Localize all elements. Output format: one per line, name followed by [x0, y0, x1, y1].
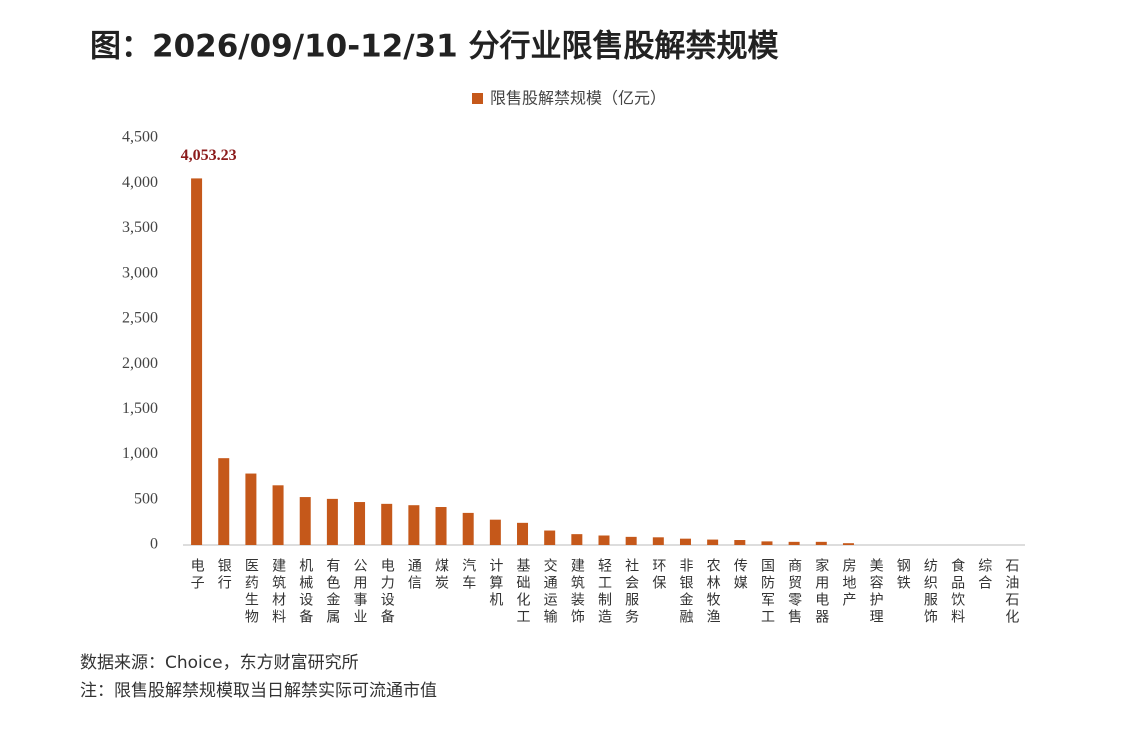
y-tick-label: 500: [134, 490, 158, 507]
y-tick-label: 4,500: [122, 129, 158, 146]
y-tick-label: 0: [150, 536, 158, 553]
legend-swatch: [472, 93, 483, 104]
x-tick-label: 传媒: [732, 558, 748, 592]
bar: [462, 512, 474, 545]
y-tick-label: 1,000: [122, 445, 158, 462]
x-tick-label: 社会服务: [623, 558, 639, 626]
bar: [842, 543, 854, 545]
x-tick-label: 农林牧渔: [705, 558, 721, 626]
x-tick-label: 银行: [216, 558, 232, 592]
source-note: 数据来源：Choice，东方财富研究所: [80, 653, 359, 673]
x-tick-label: 环保: [650, 558, 666, 592]
data-label: 4,053.23: [181, 147, 237, 164]
x-tick-label: 综合: [976, 558, 992, 592]
y-tick-label: 2,500: [122, 310, 158, 327]
bar: [625, 536, 637, 545]
x-tick-label: 美容护理: [868, 558, 884, 626]
x-tick-label: 计算机: [487, 558, 503, 609]
bar: [598, 535, 610, 545]
y-tick-label: 3,000: [122, 264, 158, 281]
bar: [761, 541, 773, 545]
bar: [245, 473, 257, 545]
x-tick-label: 交通运输: [542, 557, 558, 626]
bar: [489, 519, 501, 545]
bar: [272, 485, 284, 545]
x-tick-label: 公用事业: [352, 558, 368, 626]
bar: [191, 178, 203, 545]
x-tick-label: 非银金融: [677, 558, 693, 626]
bar: [517, 522, 529, 545]
x-tick-label: 国防军工: [759, 558, 775, 626]
bar: [788, 541, 800, 545]
x-tick-label: 通信: [406, 558, 422, 592]
bar: [571, 534, 583, 545]
y-tick-label: 4,000: [122, 174, 158, 191]
y-tick-label: 1,500: [122, 400, 158, 417]
x-tick-label: 电子: [189, 558, 205, 592]
x-tick-label: 纺织服饰: [922, 558, 938, 626]
legend-label: 限售股解禁规模（亿元）: [490, 89, 666, 108]
x-tick-label: 房地产: [840, 558, 856, 609]
x-tick-label: 有色金属: [324, 558, 340, 626]
x-tick-label: 机械设备: [297, 558, 313, 626]
bar: [299, 497, 311, 545]
x-tick-label: 基础化工: [515, 557, 531, 626]
bar: [326, 498, 338, 545]
y-tick-label: 2,000: [122, 355, 158, 372]
x-tick-label: 煤炭: [433, 558, 449, 592]
x-tick-label: 钢铁: [895, 558, 911, 592]
x-tick-label: 食品饮料: [949, 557, 965, 626]
bar: [734, 540, 746, 545]
bar: [707, 539, 719, 545]
footnote: 注：限售股解禁规模取当日解禁实际可流通市值: [80, 681, 437, 701]
y-tick-label: 3,500: [122, 219, 158, 236]
x-tick-label: 电力设备: [379, 558, 395, 626]
x-tick-label: 建筑装饰: [569, 558, 585, 626]
bar: [381, 503, 393, 545]
x-tick-label: 商贸零售: [786, 558, 802, 626]
bar: [815, 541, 827, 545]
x-tick-label: 石油石化: [1003, 558, 1019, 626]
bar: [408, 505, 420, 545]
x-tick-label: 医药生物: [243, 558, 259, 626]
x-tick-label: 建筑材料: [270, 558, 286, 626]
x-tick-label: 家用电器: [813, 557, 829, 626]
x-tick-label: 汽车: [460, 558, 476, 592]
bar: [218, 458, 230, 545]
bar: [354, 502, 366, 545]
bar: [435, 507, 447, 545]
x-tick-label: 轻工制造: [596, 558, 612, 626]
bar: [652, 537, 664, 545]
bar: [679, 538, 691, 545]
bar: [544, 530, 556, 545]
chart-title: 图：2026/09/10-12/31 分行业限售股解禁规模: [90, 29, 778, 65]
